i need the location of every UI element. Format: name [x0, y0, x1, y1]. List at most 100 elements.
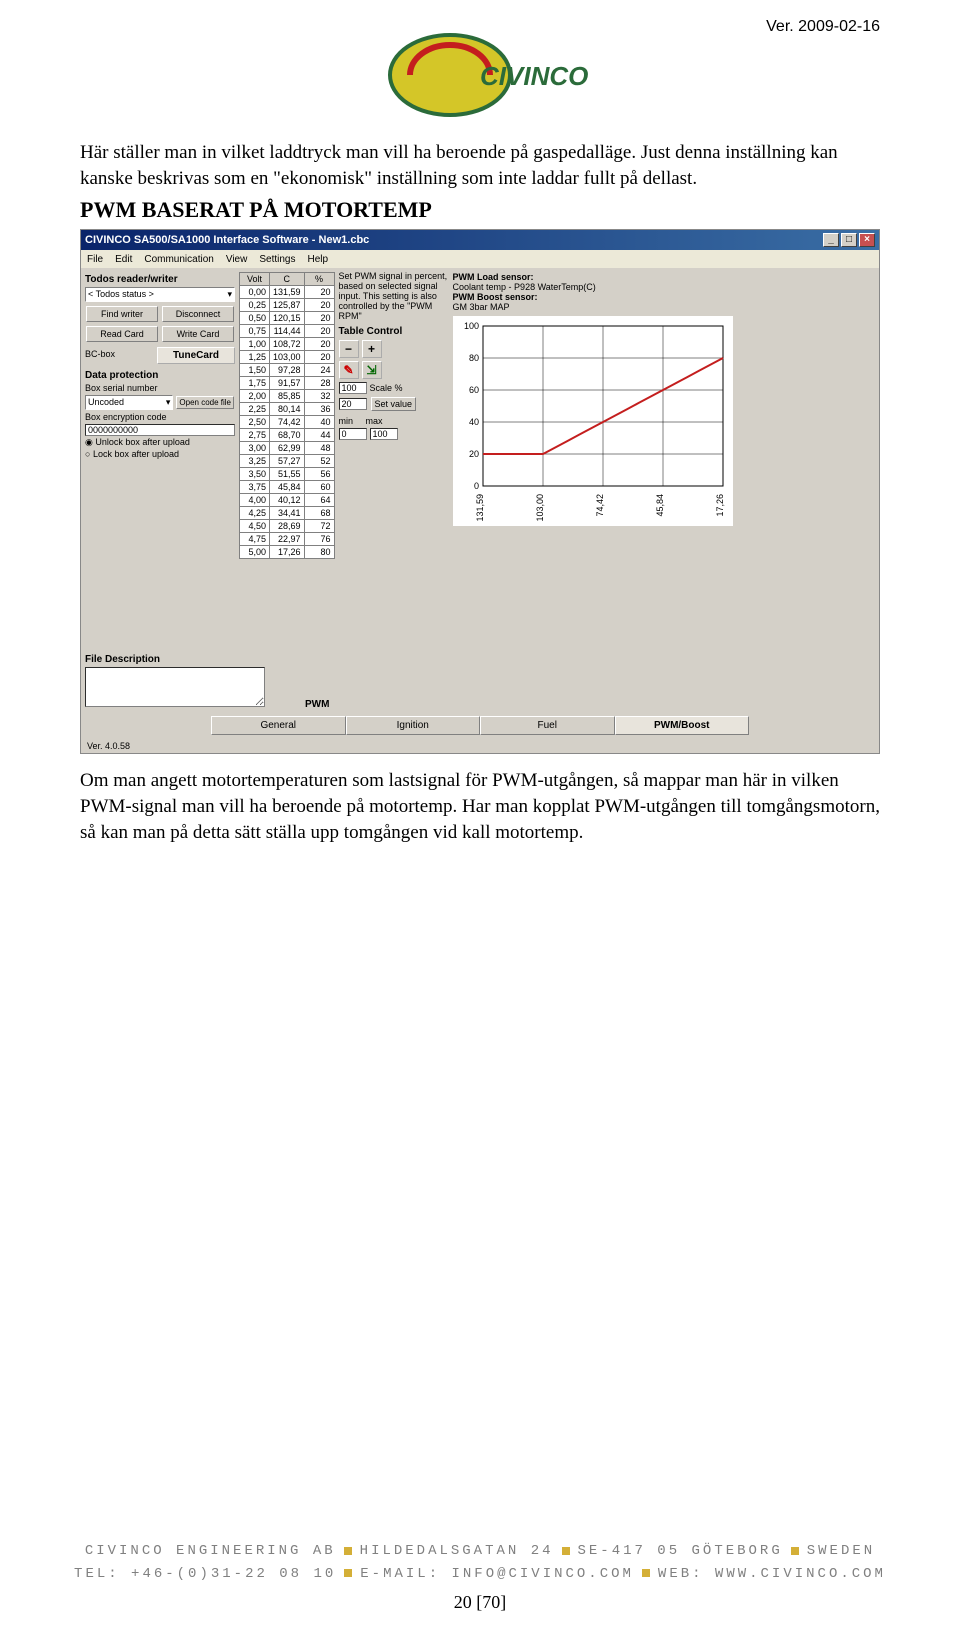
plus-button[interactable]: + [362, 340, 382, 358]
svg-text:40: 40 [469, 417, 479, 427]
write-card-button[interactable]: Write Card [162, 326, 234, 342]
max-label: max [366, 416, 390, 426]
document-version: Ver. 2009-02-16 [766, 18, 880, 36]
encryption-input[interactable] [85, 424, 235, 436]
svg-text:74,42: 74,42 [595, 494, 605, 517]
file-desc-label: File Description [85, 654, 265, 665]
table-row[interactable]: 2,5074,4240 [240, 416, 335, 429]
pwm-label: PWM [305, 699, 329, 710]
svg-text:103,00: 103,00 [535, 494, 545, 522]
lock-radio[interactable]: ○ Lock box after upload [85, 449, 235, 459]
table-row[interactable]: 1,00108,7220 [240, 338, 335, 351]
data-protection-title: Data protection [85, 370, 235, 381]
paragraph-intro: Här ställer man in vilket laddtryck man … [80, 140, 880, 191]
table-row[interactable]: 3,0062,9948 [240, 442, 335, 455]
svg-text:45,84: 45,84 [655, 494, 665, 517]
table-row[interactable]: 0,00131,5920 [240, 286, 335, 299]
table-control-title: Table Control [339, 326, 449, 337]
tab-fuel[interactable]: Fuel [480, 716, 615, 735]
svg-text:80: 80 [469, 353, 479, 363]
tab-pwm-boost[interactable]: PWM/Boost [615, 716, 750, 735]
unlock-radio[interactable]: ◉ Unlock box after upload [85, 437, 235, 448]
chart-info: PWM Load sensor: Coolant temp - P928 Wat… [453, 272, 875, 312]
tab-general[interactable]: General [211, 716, 346, 735]
scale-input[interactable] [339, 382, 367, 394]
svg-text:60: 60 [469, 385, 479, 395]
menu-item[interactable]: Help [307, 254, 328, 265]
menu-item[interactable]: File [87, 254, 103, 265]
pwm-data-table[interactable]: Volt C % 0,00131,59200,25125,87200,50120… [239, 272, 335, 559]
disconnect-button[interactable]: Disconnect [162, 306, 234, 322]
col-volt: Volt [240, 273, 270, 286]
table-row[interactable]: 5,0017,2680 [240, 546, 335, 559]
min-input[interactable] [339, 428, 367, 440]
section-heading: PWM BASERAT PÅ MOTORTEMP [80, 197, 880, 223]
table-row[interactable]: 2,0085,8532 [240, 390, 335, 403]
data-table-panel: Volt C % 0,00131,59200,25125,87200,50120… [239, 272, 335, 644]
todos-title: Todos reader/writer [85, 274, 235, 285]
open-code-file-button[interactable]: Open code file [176, 396, 234, 409]
minimize-button[interactable]: _ [823, 233, 839, 247]
menu-item[interactable]: Settings [259, 254, 295, 265]
table-row[interactable]: 1,7591,5728 [240, 377, 335, 390]
table-row[interactable]: 4,2534,4168 [240, 507, 335, 520]
svg-text:17,26: 17,26 [715, 494, 725, 517]
uncoded-dropdown[interactable]: Uncoded▾ [85, 395, 173, 410]
table-row[interactable]: 0,50120,1520 [240, 312, 335, 325]
menu-item[interactable]: View [226, 254, 248, 265]
table-row[interactable]: 4,7522,9776 [240, 533, 335, 546]
svg-text:0: 0 [474, 481, 479, 491]
svg-text:131,59: 131,59 [475, 494, 485, 522]
table-row[interactable]: 3,7545,8460 [240, 481, 335, 494]
encryption-label: Box encryption code [85, 412, 235, 422]
close-button[interactable]: × [859, 233, 875, 247]
tool-button-1[interactable]: ✎ [339, 361, 359, 379]
menu-item[interactable]: Edit [115, 254, 132, 265]
page-footer: CIVINCO ENGINEERING ABHILDEDALSGATAN 24S… [0, 1540, 960, 1585]
col-c: C [270, 273, 305, 286]
table-row[interactable]: 4,0040,1264 [240, 494, 335, 507]
file-desc-textarea[interactable] [85, 667, 265, 707]
control-panel: Set PWM signal in percent, based on sele… [339, 272, 449, 644]
find-writer-button[interactable]: Find writer [86, 306, 158, 322]
table-row[interactable]: 1,5097,2824 [240, 364, 335, 377]
svg-text:20: 20 [469, 449, 479, 459]
col-pct: % [304, 273, 334, 286]
table-row[interactable]: 2,2580,1436 [240, 403, 335, 416]
table-row[interactable]: 2,7568,7044 [240, 429, 335, 442]
max-input[interactable] [370, 428, 398, 440]
table-row[interactable]: 3,2557,2752 [240, 455, 335, 468]
read-card-button[interactable]: Read Card [86, 326, 158, 342]
svg-text:100: 100 [464, 321, 479, 331]
table-row[interactable]: 0,25125,8720 [240, 299, 335, 312]
table-row[interactable]: 4,5028,6972 [240, 520, 335, 533]
min-label: min [339, 416, 363, 426]
svg-text:CIVINCO: CIVINCO [480, 61, 588, 91]
tool-button-2[interactable]: ⇲ [362, 361, 382, 379]
app-version: Ver. 4.0.58 [81, 739, 879, 753]
serial-label: Box serial number [85, 383, 235, 393]
scale-label: Scale % [370, 383, 403, 393]
tunecard-button[interactable]: TuneCard [157, 347, 235, 364]
civinco-logo: CIVINCO [370, 30, 590, 120]
menu-bar: File Edit Communication View Settings He… [81, 250, 879, 268]
app-window: CIVINCO SA500/SA1000 Interface Software … [80, 229, 880, 754]
table-row[interactable]: 1,25103,0020 [240, 351, 335, 364]
minus-button[interactable]: − [339, 340, 359, 358]
page-number: 20 [70] [0, 1592, 960, 1613]
set-value-input[interactable] [339, 398, 367, 410]
set-value-button[interactable]: Set value [371, 397, 417, 411]
bottom-tabs: General Ignition Fuel PWM/Boost [81, 714, 879, 739]
window-title: CIVINCO SA500/SA1000 Interface Software … [85, 234, 369, 246]
table-row[interactable]: 3,5051,5556 [240, 468, 335, 481]
chart-panel: PWM Load sensor: Coolant temp - P928 Wat… [453, 272, 875, 644]
control-description: Set PWM signal in percent, based on sele… [339, 272, 449, 321]
left-panel: Todos reader/writer < Todos status >▾ Fi… [85, 272, 235, 644]
table-row[interactable]: 0,75114,4420 [240, 325, 335, 338]
pwm-chart: 0 20 40 60 80 100 131,59 103,00 74,42 45,84 17,26 [453, 316, 733, 526]
menu-item[interactable]: Communication [144, 254, 213, 265]
tab-ignition[interactable]: Ignition [346, 716, 481, 735]
bcbox-label: BC-box [85, 349, 157, 362]
todos-status-dropdown[interactable]: < Todos status >▾ [85, 287, 235, 302]
maximize-button[interactable]: □ [841, 233, 857, 247]
